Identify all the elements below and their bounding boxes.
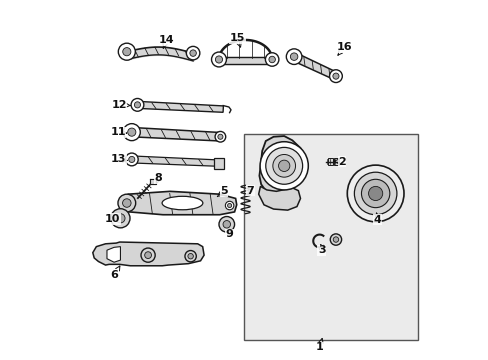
Polygon shape — [137, 102, 223, 112]
Circle shape — [361, 179, 389, 208]
Text: 11: 11 — [110, 127, 126, 137]
Circle shape — [219, 216, 234, 232]
Circle shape — [332, 237, 338, 242]
Circle shape — [368, 186, 382, 201]
Polygon shape — [131, 127, 220, 141]
Text: 10: 10 — [105, 214, 120, 224]
Circle shape — [118, 43, 135, 60]
Text: 12: 12 — [111, 100, 130, 110]
Text: 14: 14 — [159, 35, 174, 48]
Circle shape — [189, 50, 196, 57]
Ellipse shape — [162, 196, 203, 210]
Circle shape — [187, 253, 193, 259]
Polygon shape — [107, 247, 120, 262]
Polygon shape — [150, 179, 155, 184]
Circle shape — [123, 123, 140, 141]
Bar — [333, 158, 338, 165]
Circle shape — [225, 201, 233, 210]
Text: 6: 6 — [110, 266, 120, 280]
Polygon shape — [131, 156, 215, 166]
Polygon shape — [121, 192, 236, 215]
Circle shape — [278, 160, 289, 171]
Circle shape — [286, 49, 301, 64]
Polygon shape — [259, 136, 304, 194]
Text: 13: 13 — [111, 154, 127, 165]
Text: 16: 16 — [336, 42, 351, 55]
Circle shape — [116, 214, 125, 223]
Circle shape — [260, 142, 307, 190]
Text: 7: 7 — [246, 186, 254, 195]
Circle shape — [265, 53, 278, 66]
Text: 2: 2 — [333, 157, 345, 167]
Circle shape — [211, 52, 226, 67]
Circle shape — [141, 248, 155, 262]
Text: 4: 4 — [373, 213, 381, 225]
Circle shape — [184, 251, 196, 262]
Bar — [244, 134, 417, 339]
Circle shape — [122, 199, 131, 207]
Circle shape — [118, 194, 135, 212]
Polygon shape — [258, 186, 300, 210]
Text: 1: 1 — [315, 338, 323, 352]
Text: 5: 5 — [217, 186, 227, 197]
Circle shape — [125, 153, 138, 166]
Circle shape — [186, 46, 200, 60]
Circle shape — [144, 252, 151, 258]
Circle shape — [332, 73, 338, 79]
Bar — [327, 158, 332, 165]
Text: 9: 9 — [225, 229, 233, 239]
Circle shape — [122, 48, 131, 56]
Circle shape — [215, 56, 222, 63]
Circle shape — [346, 165, 403, 222]
Circle shape — [265, 147, 302, 184]
Circle shape — [290, 53, 297, 60]
Circle shape — [131, 99, 143, 111]
Circle shape — [268, 56, 275, 63]
Circle shape — [223, 221, 230, 228]
Text: 15: 15 — [229, 33, 244, 47]
Circle shape — [217, 134, 223, 139]
Circle shape — [354, 172, 396, 215]
Circle shape — [329, 70, 342, 82]
Bar — [214, 158, 224, 168]
Circle shape — [215, 131, 225, 142]
Circle shape — [111, 209, 130, 228]
Circle shape — [128, 156, 135, 162]
Circle shape — [272, 154, 295, 177]
Circle shape — [329, 234, 341, 245]
Circle shape — [227, 203, 231, 208]
Circle shape — [134, 102, 140, 108]
Text: 3: 3 — [317, 244, 325, 255]
Polygon shape — [93, 242, 203, 266]
Text: 8: 8 — [155, 173, 163, 184]
Circle shape — [127, 128, 136, 136]
Polygon shape — [292, 53, 337, 80]
